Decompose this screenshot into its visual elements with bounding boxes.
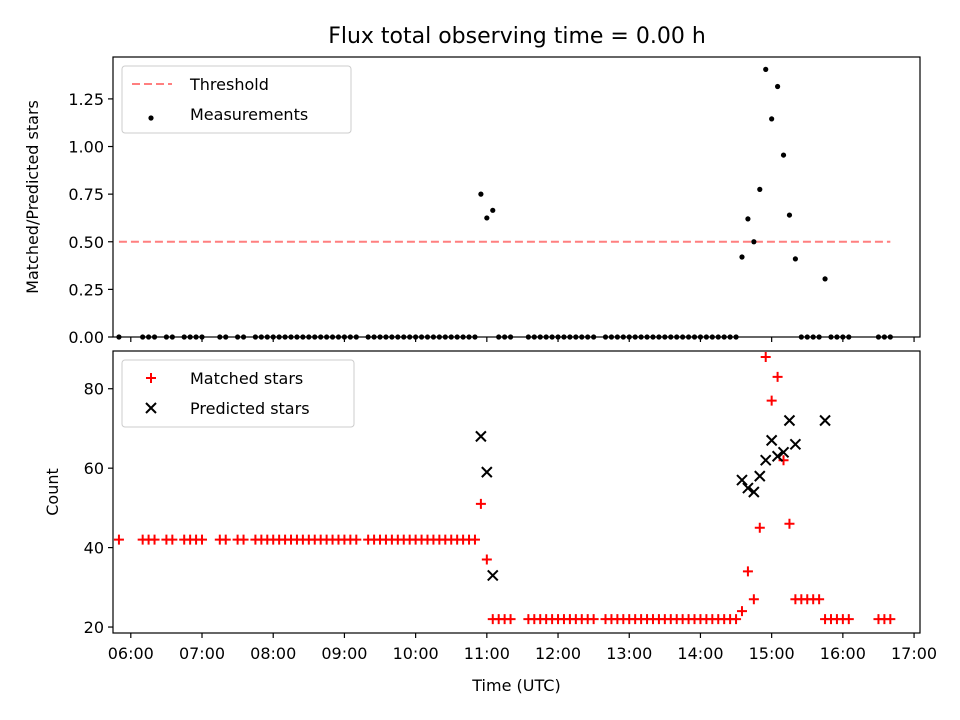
measurement-point <box>792 256 798 262</box>
matched-star-point <box>742 566 753 577</box>
matched-star-point <box>772 371 783 382</box>
y-tick-label: 0.75 <box>68 185 104 204</box>
legend-matched-swatch <box>146 373 156 383</box>
top-legend: Threshold Measurements <box>121 65 352 134</box>
y-tick-label: 1.25 <box>68 90 104 109</box>
predicted-star-point <box>742 482 754 494</box>
legend-box <box>121 359 355 428</box>
matched-star-point <box>197 534 208 545</box>
x-tick-label: 15:00 <box>749 644 795 663</box>
measurement-point <box>769 116 775 122</box>
predicted-star-point <box>771 450 784 462</box>
measurement-point <box>822 276 828 282</box>
matched-star-point <box>220 534 231 545</box>
matched-star-point <box>843 614 854 625</box>
matched-star-point <box>736 606 747 617</box>
predicted-star-point <box>754 470 766 482</box>
y-tick-label: 1.00 <box>68 138 104 157</box>
measurement-point <box>478 191 484 197</box>
matched-star-point <box>748 594 759 605</box>
measurement-point <box>786 212 793 218</box>
bottom-series-matched-stars <box>113 351 896 625</box>
matched-star-point <box>167 534 178 545</box>
matched-star-point <box>351 534 362 545</box>
legend-predicted-swatch <box>145 402 157 414</box>
matched-star-point <box>113 534 124 545</box>
matched-star-point <box>766 395 777 406</box>
x-tick-label: 16:00 <box>820 644 866 663</box>
x-tick-label: 10:00 <box>393 644 439 663</box>
bottom-chart: 20 40 60 80 06:00 07:00 08:00 09:00 10:00 11:00 12… <box>43 350 937 695</box>
x-tick-label: 14:00 <box>677 644 723 663</box>
legend-box <box>121 65 352 134</box>
measurement-point <box>484 215 490 221</box>
x-tick-label: 09:00 <box>321 644 367 663</box>
y-tick-label: 0.00 <box>68 328 104 347</box>
bottom-plot-frame <box>112 350 921 634</box>
top-y-axis-label: Matched/Predicted stars <box>23 100 42 294</box>
x-tick-label: 08:00 <box>250 644 296 663</box>
top-plot-frame <box>112 56 921 338</box>
x-tick-label: 06:00 <box>108 644 154 663</box>
measurement-point <box>739 254 745 260</box>
y-tick-label: 60 <box>84 459 104 478</box>
matched-star-point <box>588 614 599 625</box>
bottom-y-axis-label: Count <box>43 468 62 516</box>
y-tick-label: 20 <box>84 618 104 637</box>
predicted-star-point <box>760 454 772 466</box>
matched-star-point <box>149 534 160 545</box>
matched-star-point <box>885 614 896 625</box>
matched-star-point <box>481 554 492 565</box>
top-chart: 0.00 0.25 0.50 0.75 1.00 1.25 Matched/Predicte… <box>23 56 921 347</box>
predicted-star-point <box>765 434 778 447</box>
measurement-point <box>774 83 781 90</box>
matched-star-point <box>731 614 742 625</box>
measurement-point <box>745 216 751 222</box>
top-series-measurements <box>116 66 893 340</box>
y-tick-label: 80 <box>84 380 104 399</box>
y-tick-label: 40 <box>84 539 104 558</box>
predicted-star-point <box>748 486 760 498</box>
bottom-series-predicted-stars <box>475 414 831 582</box>
legend-measurement-swatch <box>148 115 154 121</box>
measurement-point <box>780 152 787 158</box>
predicted-star-point <box>819 414 831 427</box>
legend-label: Threshold <box>189 75 269 94</box>
y-tick-label: 0.50 <box>68 233 104 252</box>
predicted-star-point <box>777 446 790 458</box>
x-tick-label: 11:00 <box>464 644 510 663</box>
matched-star-point <box>505 614 516 625</box>
measurement-point <box>763 66 769 72</box>
x-tick-label: 17:00 <box>891 644 937 663</box>
x-tick-label: 12:00 <box>535 644 581 663</box>
matched-star-point <box>754 522 765 533</box>
figure-title: Flux total observing time = 0.00 h <box>328 24 706 49</box>
x-tick-label: 13:00 <box>606 644 652 663</box>
measurement-point <box>751 239 757 245</box>
matched-star-point <box>784 518 795 529</box>
matched-star-point <box>475 498 486 509</box>
legend-label: Predicted stars <box>190 399 310 418</box>
y-tick-label: 0.25 <box>68 280 104 299</box>
x-axis-label: Time (UTC) <box>471 676 560 695</box>
predicted-star-point <box>487 569 499 582</box>
matched-star-point <box>469 534 480 545</box>
predicted-star-point <box>736 474 748 486</box>
matched-star-point <box>760 351 771 362</box>
predicted-star-point <box>789 438 802 451</box>
legend-label: Measurements <box>190 105 308 124</box>
x-tick-label: 07:00 <box>179 644 225 663</box>
bottom-legend: Matched stars Predicted stars <box>121 359 355 428</box>
predicted-star-point <box>783 414 796 427</box>
predicted-star-point <box>481 466 493 478</box>
matched-star-point <box>814 594 825 605</box>
measurement-point <box>490 207 496 213</box>
matched-star-point <box>238 534 249 545</box>
legend-label: Matched stars <box>190 369 303 388</box>
predicted-star-point <box>475 430 487 443</box>
measurement-point <box>757 186 763 192</box>
